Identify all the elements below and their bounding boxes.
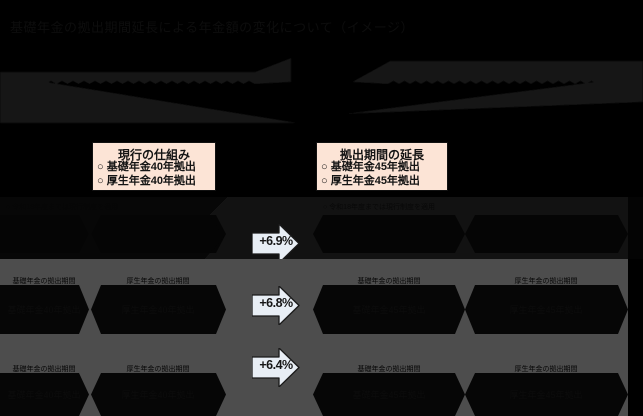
svg-text:厚生年金45年拠出: 厚生年金45年拠出 <box>509 304 582 315</box>
svg-text:厚生年金45年拠出: 厚生年金45年拠出 <box>509 389 582 400</box>
svg-text:基礎年金の拠出期間: 基礎年金の拠出期間 <box>358 276 421 285</box>
svg-text:基礎年金の拠出期間: 基礎年金の拠出期間 <box>13 276 76 285</box>
svg-text:基礎年金45年拠出: 基礎年金45年拠出 <box>352 389 425 400</box>
svg-text:基礎年金45年拠出: 基礎年金45年拠出 <box>352 304 425 315</box>
svg-text:厚生年金の拠出期間: 厚生年金の拠出期間 <box>127 364 190 373</box>
svg-text:基礎年金の拠出期間: 基礎年金の拠出期間 <box>358 364 421 373</box>
svg-text:厚生年金40年拠出: 厚生年金40年拠出 <box>121 389 194 400</box>
svg-text:厚生年金40年拠出: 厚生年金40年拠出 <box>121 304 194 315</box>
svg-text:厚生年金の拠出期間: 厚生年金の拠出期間 <box>127 276 190 285</box>
svg-text:基礎年金40年拠出: 基礎年金40年拠出 <box>7 304 80 315</box>
svg-text:基礎年金40年拠出: 基礎年金40年拠出 <box>7 389 80 400</box>
svg-text:基礎年金の拠出期間: 基礎年金の拠出期間 <box>13 364 76 373</box>
svg-text:厚生年金の拠出期間: 厚生年金の拠出期間 <box>515 276 578 285</box>
svg-text:厚生年金の拠出期間: 厚生年金の拠出期間 <box>515 364 578 373</box>
